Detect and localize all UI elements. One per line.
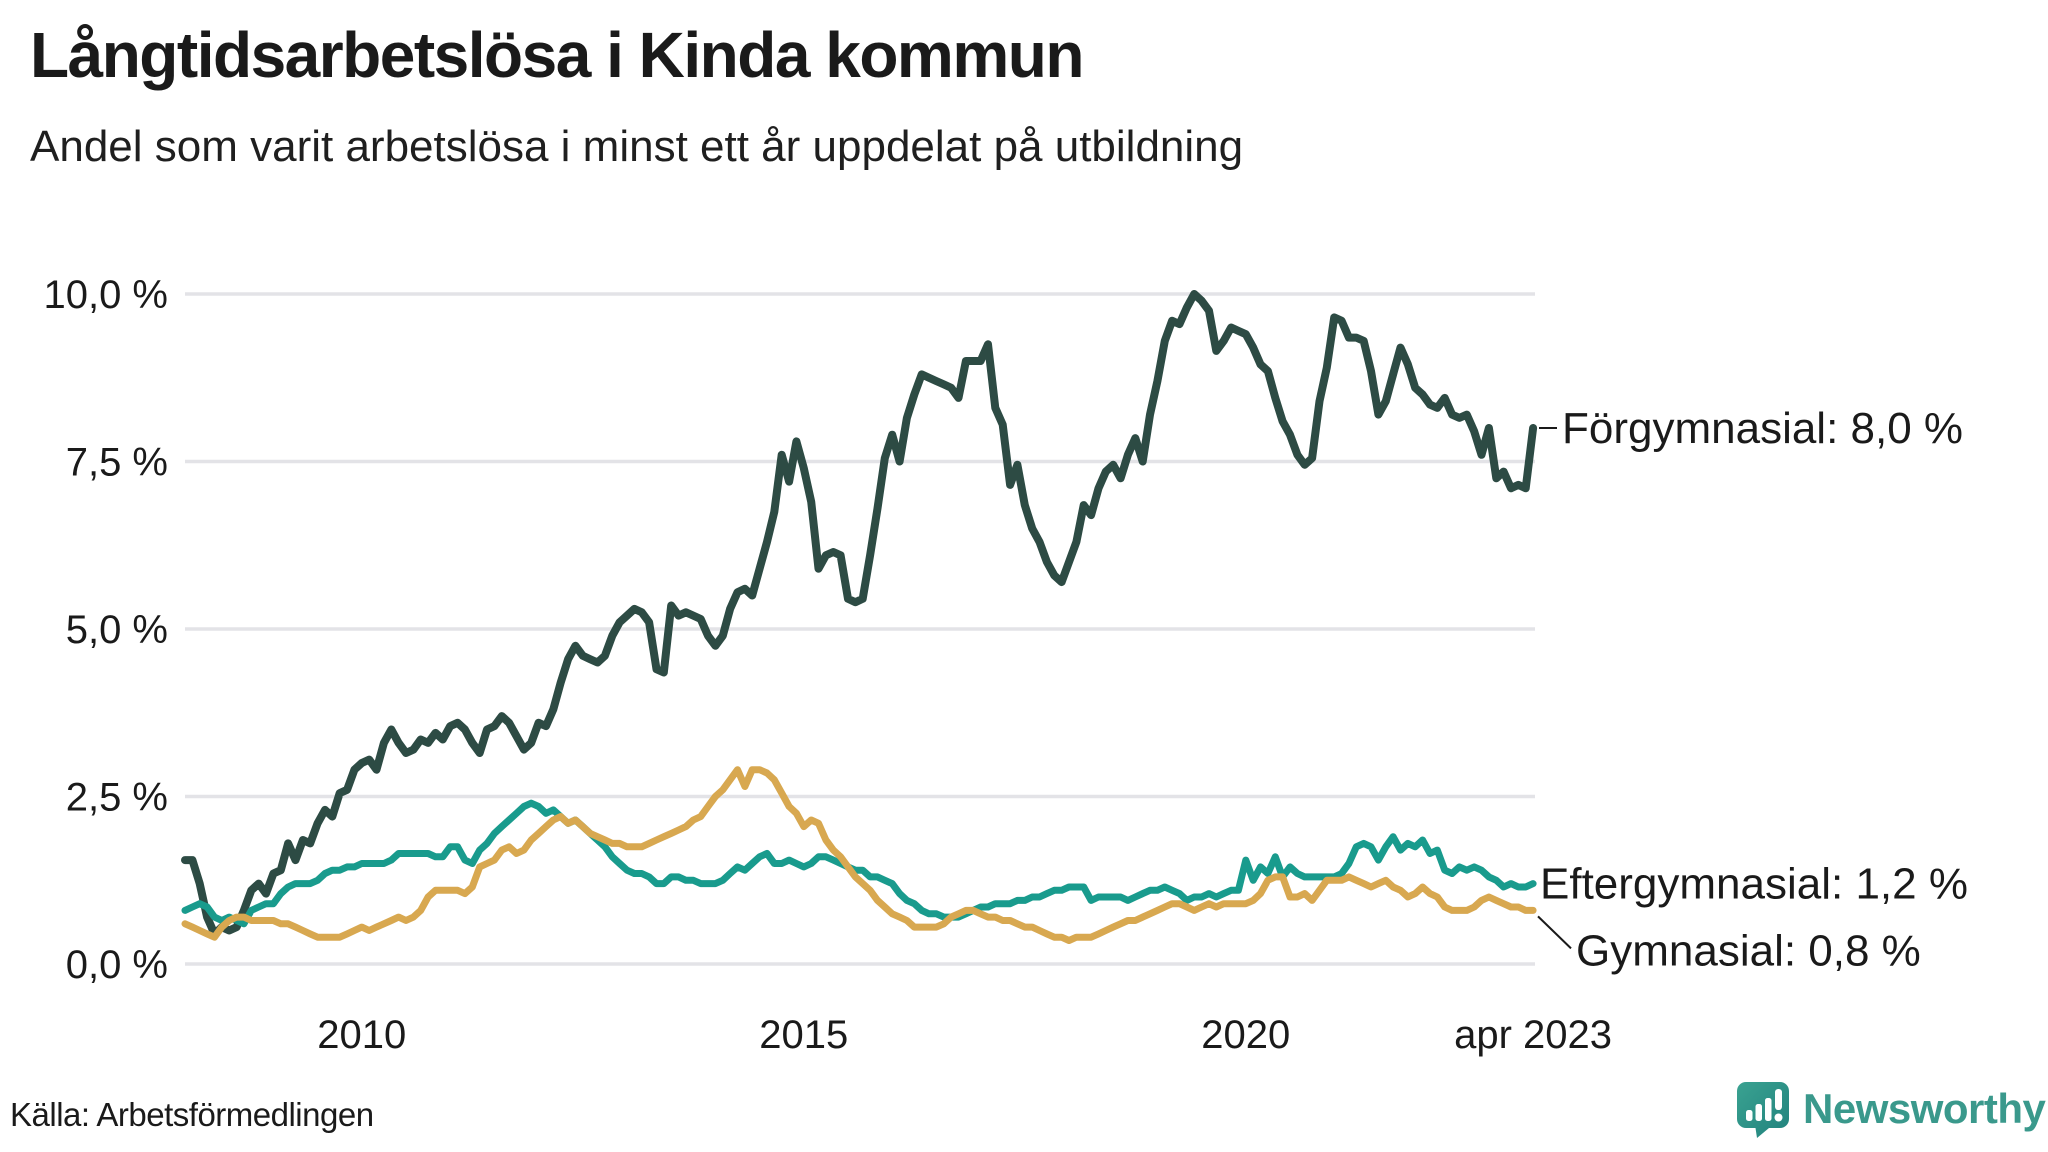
- x-tick-label: 2020: [1201, 1013, 1290, 1057]
- x-tick-label: 2015: [759, 1013, 848, 1057]
- newsworthy-logo: Newsworthy: [1735, 1080, 2046, 1138]
- x-tick-label: apr 2023: [1454, 1013, 1612, 1057]
- page-subtitle: Andel som varit arbetslösa i minst ett å…: [30, 122, 1244, 171]
- series-label-gymnasial: Gymnasial: 0,8 %: [1576, 926, 1921, 975]
- series-end-labels: Förgymnasial: 8,0 % Eftergymnasial: 1,2 %…: [1537, 404, 1968, 975]
- y-tick-label: 7,5 %: [66, 441, 168, 485]
- y-axis-labels: 10,0 % 7,5 % 5,0 % 2,5 % 0,0 %: [43, 273, 168, 987]
- bar-chart-speech-bubble-icon: [1737, 1082, 1789, 1138]
- label-connector-gymnasial: [1537, 915, 1572, 950]
- y-tick-label: 0,0 %: [66, 943, 168, 987]
- line-forgymnasial: [181, 290, 1538, 938]
- newsworthy-brand-text: Newsworthy: [1803, 1085, 2046, 1132]
- series-label-eftergymnasial: Eftergymnasial: 1,2 %: [1540, 860, 1968, 909]
- x-tick-label: 2010: [317, 1013, 406, 1057]
- y-tick-label: 10,0 %: [43, 273, 168, 317]
- y-tick-label: 2,5 %: [66, 776, 168, 820]
- series-label-forgymnasial: Förgymnasial: 8,0 %: [1562, 404, 1963, 453]
- x-axis-labels: 2010 2015 2020 apr 2023: [317, 1013, 1612, 1057]
- line-gymnasial: [181, 766, 1537, 944]
- line-eftergymnasial: [181, 799, 1537, 928]
- series-lines: [181, 290, 1538, 944]
- source-note: Källa: Arbetsförmedlingen: [10, 1096, 374, 1133]
- y-tick-label: 5,0 %: [66, 608, 168, 652]
- page-title: Långtidsarbetslösa i Kinda kommun: [30, 19, 1084, 91]
